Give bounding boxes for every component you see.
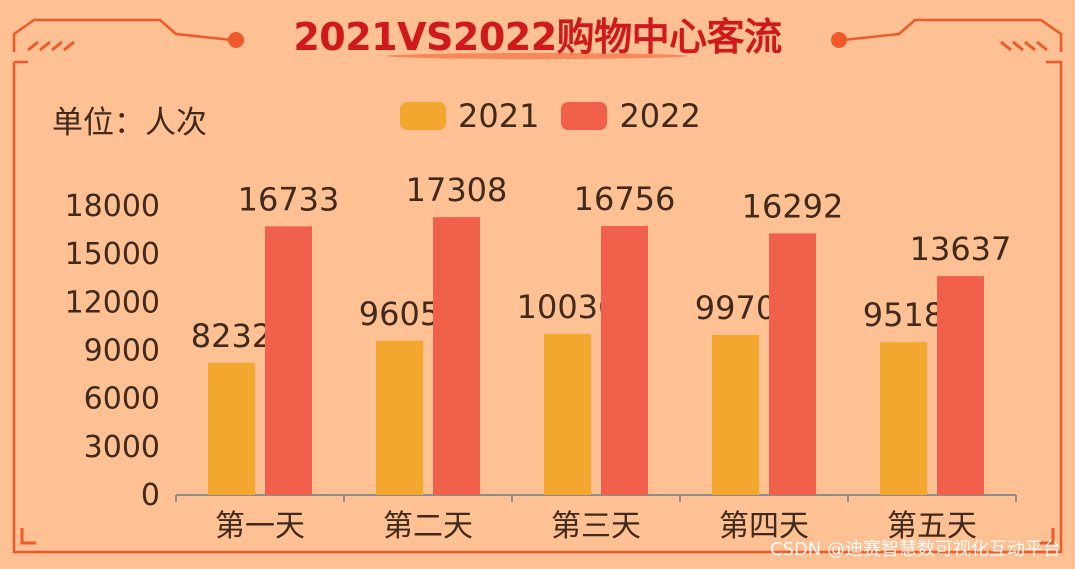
unit-label: 单位：人次 [52,105,207,141]
bar-2022 [937,276,984,495]
legend-swatch-2022 [561,102,608,130]
x-category-label: 第四天 [719,509,809,544]
bar-2021 [880,342,927,495]
legend-item-2022[interactable]: 2022 [561,97,701,135]
x-category-label: 第一天 [215,509,305,544]
y-tick-label: 18000 [65,189,160,224]
data-label-2022: 16756 [574,180,676,218]
bar-2021 [376,340,423,495]
bar-2022 [601,225,648,495]
legend-item-2021[interactable]: 2021 [400,97,539,135]
x-category-label: 第二天 [383,509,473,544]
x-category-label: 第五天 [887,509,977,544]
chart-title: 2021VS2022购物中心客流 [293,15,782,59]
legend: 2021 2022 [400,95,723,137]
legend-label-2022: 2022 [619,97,701,135]
y-tick-label: 12000 [65,285,160,320]
bar-2022 [265,226,312,495]
legend-label-2021: 2021 [458,97,540,135]
data-label-2021: 9518 [863,296,944,334]
data-label-2022: 16292 [742,187,844,225]
bar-2022 [433,217,480,495]
bar-2022 [769,233,816,495]
y-tick-label: 15000 [65,237,160,272]
y-tick-label: 6000 [84,382,160,417]
title-glow [387,53,687,59]
frame-corner-bottom-left [20,528,36,545]
frame-stripes-left [27,40,75,52]
data-label-2022: 16733 [238,180,340,218]
y-tick-label: 3000 [84,430,160,465]
legend-swatch-2021 [400,102,446,130]
frame-corner-top-left [12,18,233,52]
bar-2021 [712,334,759,495]
bar-2021 [208,362,255,495]
data-label-2021: 9970 [695,289,776,327]
data-label-2021: 8232 [191,317,272,355]
bar-2021 [544,333,591,495]
frame-corner-bottom-right [1039,528,1055,545]
watermark: CSDN @迪赛智慧数可视化互动平台 [769,539,1061,560]
data-label-2022: 17308 [406,171,508,209]
frame-dot-right [831,32,847,48]
frame-corner-top-right [842,18,1063,52]
data-label-2021: 9605 [359,295,440,333]
frame-stripes-right [1000,40,1048,52]
y-tick-label: 9000 [84,334,160,369]
frame-border [12,60,1063,554]
x-category-label: 第三天 [551,509,641,544]
frame-dot-left [228,32,244,48]
data-label-2022: 13637 [910,230,1012,268]
y-tick-label: 0 [141,478,160,513]
